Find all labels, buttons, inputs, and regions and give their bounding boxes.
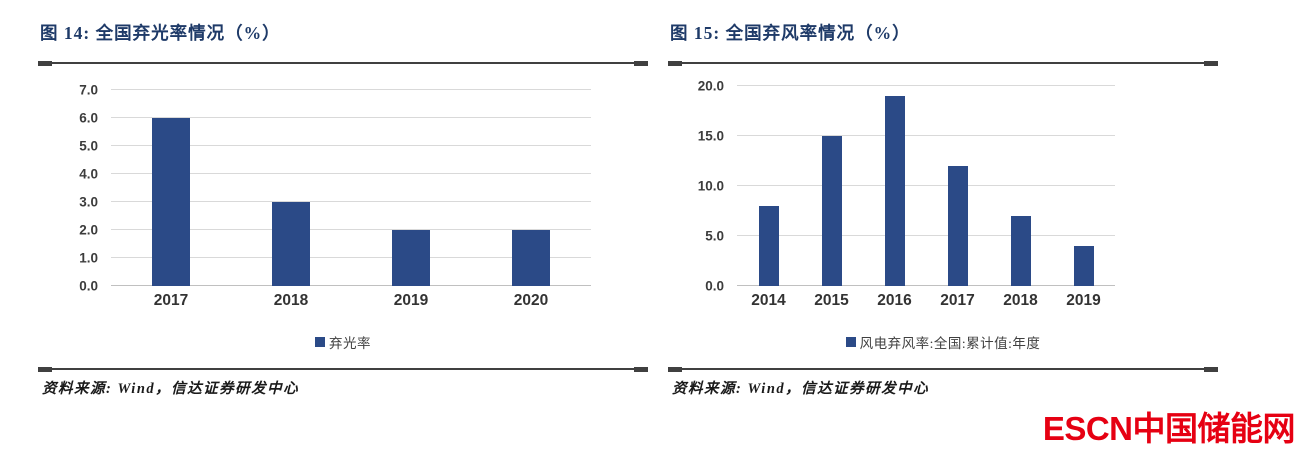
source-note: 资料来源: Wind，信达证券研发中心 — [42, 381, 300, 397]
bar-2015 — [821, 136, 842, 286]
x-tick-label: 2019 — [1066, 292, 1101, 309]
y-tick-label: 3.0 — [79, 194, 98, 210]
x-axis-labels: 2017 2018 2019 2020 — [111, 292, 591, 310]
y-tick-label: 0.0 — [705, 278, 724, 294]
y-tick-label: 20.0 — [697, 78, 724, 94]
y-tick-label: 15.0 — [697, 128, 724, 144]
legend-label: 风电弃风率:全国:累计值:年度 — [859, 336, 1041, 351]
plot-area: 0.0 5.0 10.0 15.0 20.0 — [698, 79, 1115, 294]
y-tick-label: 1.0 — [79, 250, 98, 266]
bar-2017 — [152, 118, 190, 286]
gridline — [737, 235, 1115, 236]
y-tick-label: 2.0 — [79, 222, 98, 238]
bar-2016 — [884, 96, 905, 286]
bar-2018 — [1010, 216, 1031, 286]
chart-legend: 弃光率 — [38, 332, 648, 352]
escn-logo: ESCN中国储能网 — [1042, 410, 1296, 447]
x-tick-label: 2016 — [877, 292, 912, 309]
y-tick-label: 0.0 — [79, 278, 98, 294]
legend-swatch — [845, 337, 856, 347]
bar-2020 — [512, 230, 550, 286]
bar-2019 — [1073, 246, 1094, 286]
y-tick-label: 5.0 — [79, 138, 98, 154]
x-tick-label: 2018 — [1003, 292, 1038, 309]
figure-panel-solar-curtailment: 图 14: 全国弃光率情况（%） 0.0 1.0 2.0 3.0 4.0 5.0 6.0 7.… — [38, 22, 648, 422]
x-tick-label: 2015 — [814, 292, 849, 309]
plot-area: 0.0 1.0 2.0 3.0 4.0 5.0 6.0 7.0 — [79, 83, 591, 294]
x-tick-label: 2017 — [940, 292, 975, 309]
bar-2018 — [272, 202, 310, 286]
bar-2017 — [947, 166, 968, 286]
y-tick-label: 6.0 — [79, 110, 98, 126]
x-tick-label: 2020 — [513, 292, 549, 309]
y-tick-label: 10.0 — [697, 178, 724, 194]
bar-2019 — [392, 230, 430, 286]
x-tick-label: 2014 — [751, 292, 786, 309]
panel-top-rule — [38, 60, 648, 66]
gridline — [111, 201, 591, 202]
gridline — [111, 257, 591, 258]
y-tick-label: 7.0 — [79, 82, 98, 98]
legend-swatch — [315, 337, 325, 347]
chart-legend: 风电弃风率:全国:累计值:年度 — [668, 332, 1218, 352]
gridline — [111, 229, 591, 230]
gridline — [737, 185, 1115, 186]
figure-panel-wind-curtailment: 图 15: 全国弃风率情况（%） 0.0 5.0 10.0 15.0 20.0 2014… — [668, 22, 1218, 422]
x-tick-label: 2019 — [393, 292, 429, 309]
gridline — [111, 173, 591, 174]
bar-2014 — [758, 206, 779, 286]
y-tick-label: 5.0 — [705, 228, 724, 244]
gridline — [111, 89, 591, 90]
panel-bottom-rule — [668, 366, 1218, 372]
gridline — [737, 85, 1115, 86]
panel-bottom-rule — [38, 366, 648, 372]
figure-title: 图 15: 全国弃风率情况（%） — [670, 23, 911, 43]
figure-title: 图 14: 全国弃光率情况（%） — [40, 23, 281, 43]
x-tick-label: 2017 — [153, 292, 189, 309]
gridline — [737, 285, 1115, 286]
x-axis-labels: 2014 2015 2016 2017 2018 2019 — [737, 292, 1115, 310]
panel-top-rule — [668, 60, 1218, 66]
x-tick-label: 2018 — [273, 292, 309, 309]
y-tick-label: 4.0 — [79, 166, 98, 182]
gridline — [111, 117, 591, 118]
gridline — [111, 285, 591, 286]
gridline — [737, 135, 1115, 136]
source-note: 资料来源: Wind，信达证券研发中心 — [672, 381, 930, 397]
gridline — [111, 145, 591, 146]
legend-label: 弃光率 — [329, 336, 371, 351]
